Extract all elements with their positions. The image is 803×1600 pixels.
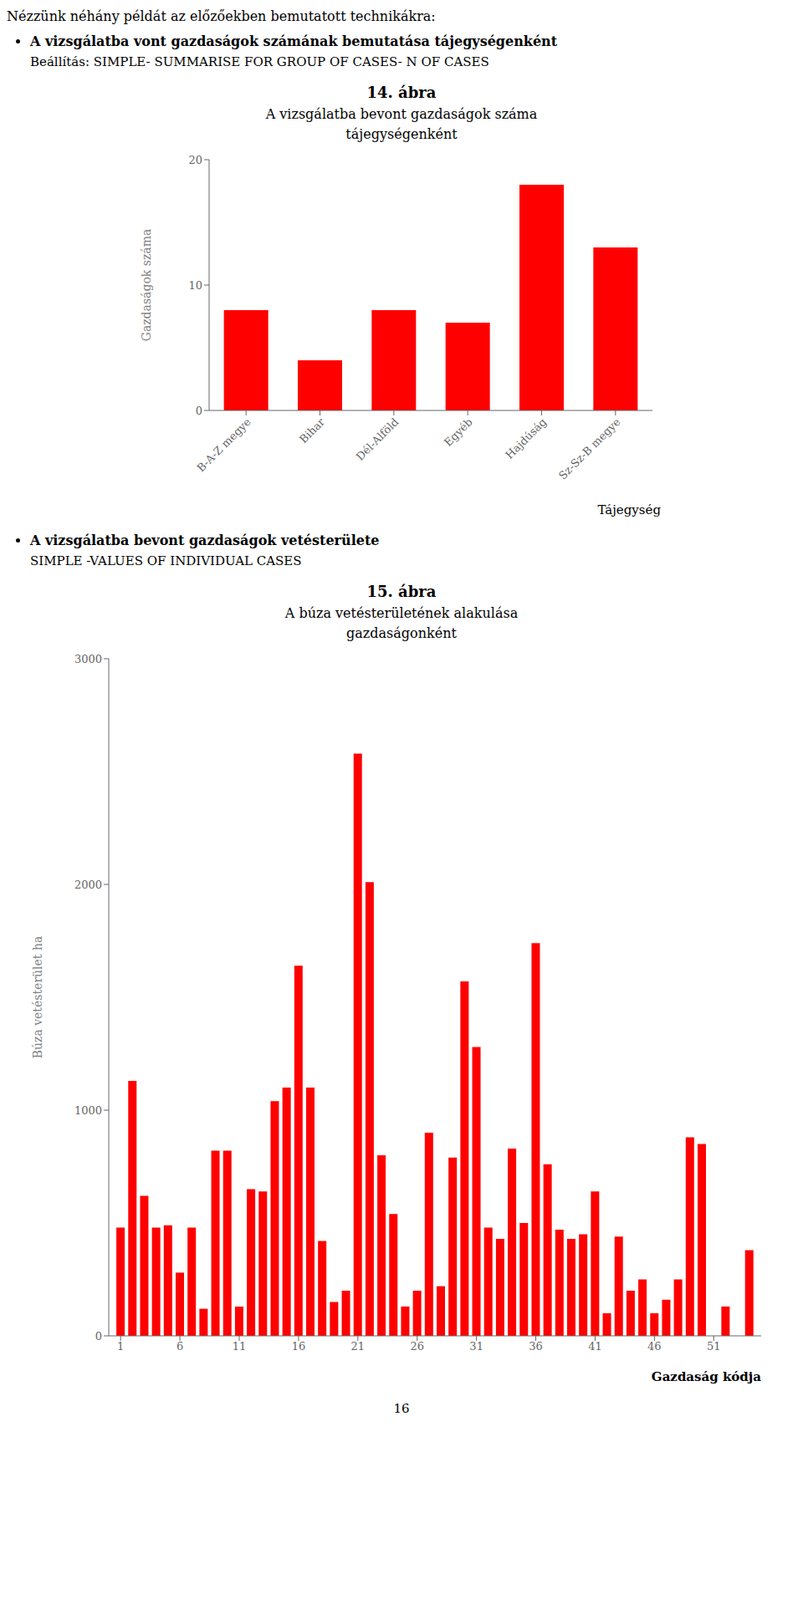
html-text:SIMPLE -VALUES OF INDIVIDUAL C: SIMPLE -VALUES OF INDIVIDUAL CASES xyxy=(30,553,302,569)
svg-text:0: 0 xyxy=(95,1330,103,1344)
html-text:tájegységenként: tájegységenként xyxy=(345,126,458,143)
svg-text:21: 21 xyxy=(351,1340,366,1354)
svg-text:26: 26 xyxy=(409,1340,425,1354)
svg-text:Egyéb: Egyéb xyxy=(441,415,476,450)
html-text:Tájegység: Tájegység xyxy=(597,502,661,518)
svg-text:Sz-Sz-B megye: Sz-Sz-B megye xyxy=(556,415,624,483)
svg-text:Dél-Alföld: Dél-Alföld xyxy=(353,415,402,464)
html-text:Nézzünk néhány példát az előző: Nézzünk néhány példát az előzőekben bemu… xyxy=(6,8,436,25)
html-text:gazdaságonként: gazdaságonként xyxy=(346,625,457,642)
svg-text:Bihar: Bihar xyxy=(296,414,328,446)
svg-text:Gazdaságok száma: Gazdaságok száma xyxy=(139,229,154,343)
svg-text:0: 0 xyxy=(195,404,203,418)
html-text:15. ábra: 15. ábra xyxy=(366,583,437,601)
svg-text:20: 20 xyxy=(188,153,203,167)
svg-text:11: 11 xyxy=(232,1340,247,1354)
svg-text:Hajdúság: Hajdúság xyxy=(502,415,549,462)
html-text:Gazdaság kódja: Gazdaság kódja xyxy=(651,1370,762,1386)
svg-text:36: 36 xyxy=(528,1340,543,1354)
svg-text:2000: 2000 xyxy=(74,879,103,892)
svg-text:51: 51 xyxy=(706,1340,722,1354)
html-text:A búza vetésterületének alakul: A búza vetésterületének alakulása xyxy=(285,605,518,622)
svg-text:10: 10 xyxy=(188,279,203,292)
svg-text:41: 41 xyxy=(588,1340,603,1354)
svg-text:Búza vetésterület ha: Búza vetésterület ha xyxy=(30,936,45,1060)
svg-text:16: 16 xyxy=(291,1340,307,1354)
html-text:A vizsgálatba bevont gazdaságo: A vizsgálatba bevont gazdaságok száma xyxy=(265,106,538,123)
svg-text:31: 31 xyxy=(469,1340,484,1354)
html-text:Beállítás: SIMPLE- SUMMARISE F: Beállítás: SIMPLE- SUMMARISE FOR GROUP O… xyxy=(30,54,490,70)
svg-text:46: 46 xyxy=(647,1340,662,1354)
svg-text:B-A-Z megye: B-A-Z megye xyxy=(194,415,254,476)
svg-text:1000: 1000 xyxy=(74,1104,103,1118)
svg-text:6: 6 xyxy=(176,1340,184,1354)
html-text:14. ábra: 14. ábra xyxy=(366,83,437,102)
svg-text:3000: 3000 xyxy=(74,653,103,666)
html-text:A vizsgálatba bevont gazdaságo: A vizsgálatba bevont gazdaságok vetéster… xyxy=(30,532,380,549)
html-text:16: 16 xyxy=(393,1401,410,1417)
svg-text:1: 1 xyxy=(117,1340,124,1354)
html-text:A vizsgálatba vont gazdaságok: A vizsgálatba vont gazdaságok számának b… xyxy=(30,33,558,50)
